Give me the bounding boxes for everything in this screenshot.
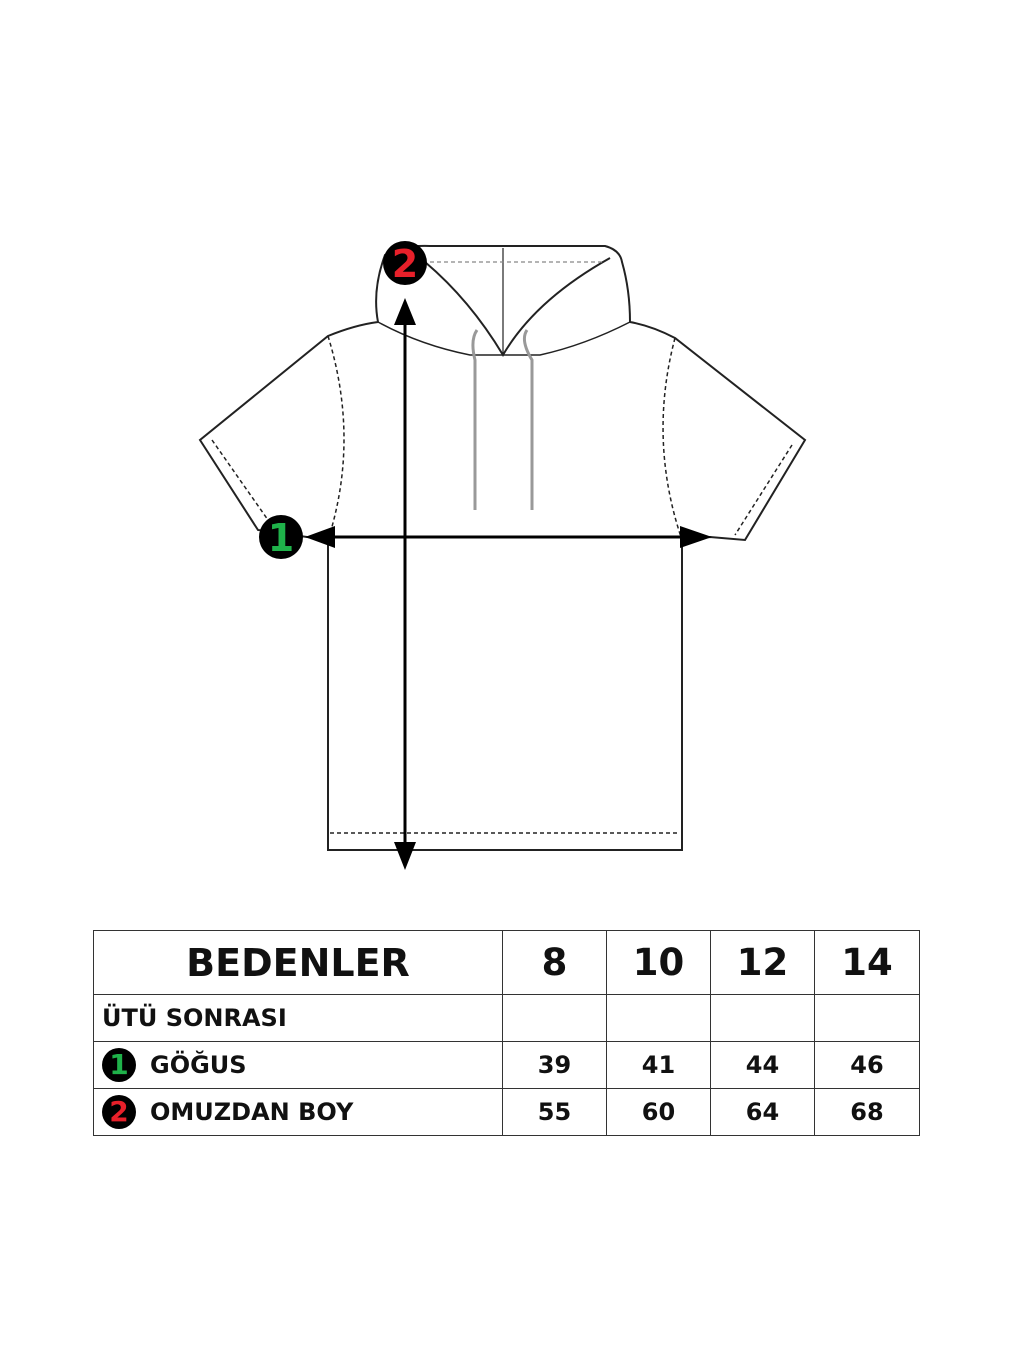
cell: 41 [606,1041,711,1089]
svg-text:2: 2 [392,242,418,286]
table-row: 1 GÖĞUS 39 41 44 46 [93,1041,920,1089]
garment-outline [198,244,807,851]
cell: 68 [814,1088,920,1136]
arrow-left-icon [305,526,335,548]
size-header: 12 [710,930,815,995]
size-header: 8 [502,930,607,995]
size-header: 14 [814,930,920,995]
header-label: BEDENLER [93,930,503,995]
cell: 44 [710,1041,815,1089]
arrow-up-icon [394,298,416,325]
subheader-label: ÜTÜ SONRASI [93,994,503,1042]
cell: 64 [710,1088,815,1136]
marker-2: 2 [383,241,427,286]
subheader-row: ÜTÜ SONRASI [93,994,920,1042]
arrow-down-icon [394,842,416,870]
row-label: OMUZDAN BOY [150,1098,354,1126]
arrow-right-icon [680,526,712,548]
cell: 39 [502,1041,607,1089]
marker-badge: 2 [102,1095,136,1129]
cell: 55 [502,1088,607,1136]
table-header-row: BEDENLER 8 10 12 14 [93,930,920,995]
marker-1: 1 [259,515,303,560]
cell: 60 [606,1088,711,1136]
row-label: GÖĞUS [150,1051,247,1079]
cell: 46 [814,1041,920,1089]
svg-text:1: 1 [268,516,294,560]
size-table: BEDENLER 8 10 12 14 ÜTÜ SONRASI 1 GÖĞUS 3… [93,930,920,1136]
hoodie-diagram: 1 2 [198,241,807,870]
marker-badge: 1 [102,1048,136,1082]
size-header: 10 [606,930,711,995]
table-row: 2 OMUZDAN BOY 55 60 64 68 [93,1088,920,1136]
